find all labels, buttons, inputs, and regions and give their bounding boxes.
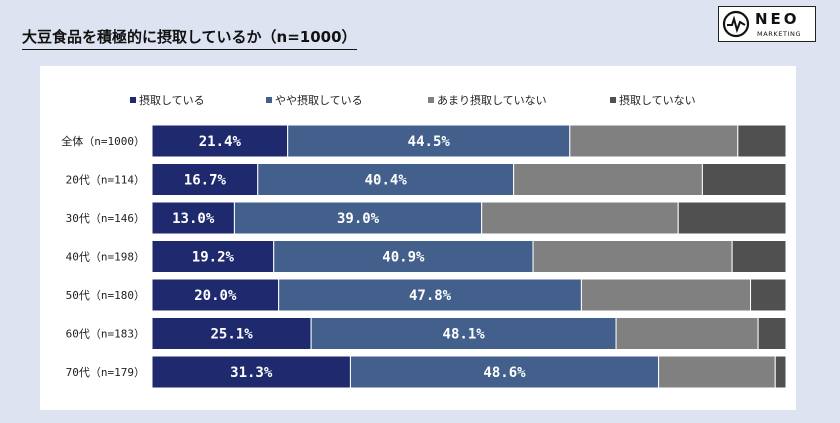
category-label: 20代（n=114）	[66, 174, 145, 187]
bar-segment	[151, 201, 235, 235]
bar-segment	[233, 201, 483, 235]
data-label: 40.9%	[382, 250, 425, 266]
legend-swatch	[610, 97, 616, 103]
data-label: 13.0%	[172, 211, 215, 227]
bar-segment	[701, 163, 787, 196]
legend-swatch	[266, 97, 272, 103]
data-label: 25.1%	[210, 327, 253, 343]
legend-label: やや摂取している	[275, 93, 363, 107]
bar-segment	[677, 201, 787, 235]
category-label: 30代（n=146）	[66, 212, 145, 225]
data-label: 44.5%	[408, 134, 451, 150]
category-label: 全体（n=1000）	[61, 134, 145, 148]
data-label: 40.4%	[365, 173, 408, 189]
logo-subtitle: MARKETING	[757, 30, 802, 38]
data-label: 47.8%	[409, 288, 452, 304]
legend-swatch	[130, 97, 136, 103]
bar-segment	[151, 240, 275, 273]
bar-segment	[615, 317, 759, 350]
category-label: 40代（n=198）	[66, 251, 145, 264]
bar-segment	[151, 278, 280, 312]
bar-segment	[273, 240, 534, 273]
chart-panel: 摂取している やや摂取している あまり摂取していない 摂取していない全体（n=1000…	[40, 66, 796, 410]
bar-segment	[151, 317, 312, 350]
legend-label: 摂取している	[139, 93, 205, 107]
data-label: 48.1%	[443, 327, 486, 343]
bar-segment	[513, 163, 703, 196]
legend-swatch	[428, 97, 434, 103]
legend-label: 摂取していない	[619, 93, 696, 107]
category-label: 50代（n=180）	[66, 289, 145, 302]
stacked-bar-chart: 摂取している やや摂取している あまり摂取していない 摂取していない全体（n=1000…	[61, 93, 787, 389]
data-label: 16.7%	[184, 173, 227, 189]
bar-segment	[481, 201, 679, 235]
bar-segment	[349, 355, 660, 389]
bar-segment	[731, 240, 787, 273]
bar-segment	[750, 278, 787, 312]
bar-segment	[532, 240, 733, 273]
bar-segment	[287, 124, 571, 158]
category-label: 70代（n=179）	[66, 366, 145, 379]
data-label: 39.0%	[337, 211, 380, 227]
category-label: 60代（n=183）	[66, 328, 145, 341]
bar-segment	[151, 355, 351, 389]
bar-segment	[580, 278, 752, 312]
bar-segment	[310, 317, 617, 350]
data-label: 21.4%	[199, 134, 242, 150]
bar-segment	[278, 278, 582, 312]
bar-segment	[774, 355, 787, 389]
logo-pulse-icon	[722, 10, 750, 38]
neo-marketing-logo: NEO MARKETING	[718, 6, 816, 42]
data-label: 20.0%	[194, 288, 237, 304]
logo-name: NEO	[755, 10, 800, 28]
data-label: 31.3%	[230, 365, 273, 381]
bar-segment	[737, 124, 787, 158]
legend-label: あまり摂取していない	[437, 93, 547, 107]
bar-segment	[757, 317, 787, 350]
bar-segment	[658, 355, 776, 389]
data-label: 48.6%	[483, 365, 526, 381]
bar-segment	[257, 163, 515, 196]
bar-segment	[569, 124, 739, 158]
chart-title: 大豆食品を積極的に摂取しているか（n=1000）	[22, 26, 357, 50]
bar-segment	[151, 124, 289, 158]
data-label: 19.2%	[192, 250, 235, 266]
